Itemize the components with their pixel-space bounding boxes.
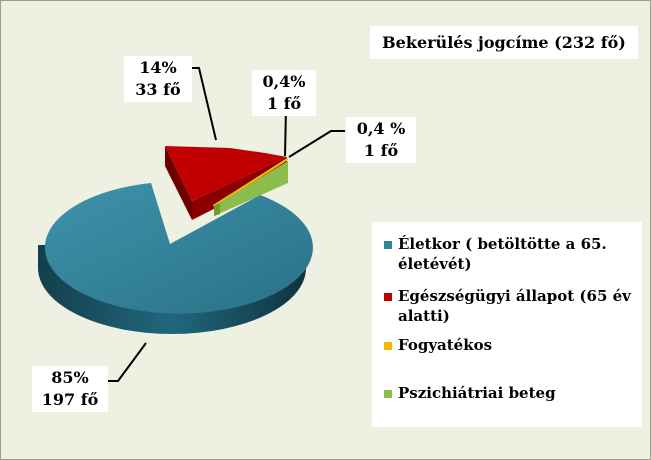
legend: Életkor ( betöltötte a 65. életévét) Egé… [372,222,642,427]
data-label-pszichiatriai-percent: 0,4 % [356,119,406,138]
slice-pszichiatriai [214,161,288,216]
data-label-fogyatekos-count: 1 fő [266,94,302,113]
legend-swatch-egeszsegugyi [384,293,392,301]
data-label-egeszsegugyi-count: 33 fő [135,80,181,99]
data-label-pszichiatriai: 0,4 % 1 fő [346,117,416,163]
data-label-fogyatekos: 0,4% 1 fő [252,70,316,116]
slice-eletkor [38,183,313,334]
data-label-egeszsegugyi-percent: 14% [139,58,177,77]
legend-label-fogyatekos: Fogyatékos [398,336,493,354]
data-label-eletkor-percent: 85% [51,368,89,387]
legend-swatch-fogyatekos [384,342,392,350]
data-label-pszichiatriai-count: 1 fő [363,141,399,160]
legend-swatch-pszichiatriai [384,390,392,398]
legend-label-egeszsegugyi: Egészségügyi állapot (65 év alatti) [398,287,631,325]
leader-line-fogyatekos [284,107,287,157]
data-label-eletkor: 85% 197 fő [32,366,108,412]
data-label-eletkor-count: 197 fő [41,390,99,409]
legend-item-pszichiatriai: Pszichiátriai beteg [384,383,634,403]
legend-label-eletkor: Életkor ( betöltötte a 65. életévét) [398,235,607,273]
legend-item-fogyatekos: Fogyatékos [384,335,634,355]
chart-title: Bekerülés jogcíme (232 fő) [370,26,638,59]
legend-item-eletkor: Életkor ( betöltötte a 65. életévét) [384,234,634,274]
legend-swatch-eletkor [384,241,392,249]
legend-item-egeszsegugyi: Egészségügyi állapot (65 év alatti) [384,286,634,326]
leader-line-egeszsegugyi [188,67,217,141]
data-label-fogyatekos-percent: 0,4% [262,72,306,91]
slice-fogyatekos [213,158,288,207]
data-label-egeszsegugyi: 14% 33 fő [124,56,192,102]
legend-label-pszichiatriai: Pszichiátriai beteg [398,384,556,402]
leader-line-pszichiatriai [288,130,345,158]
leader-line-eletkor [106,342,147,382]
